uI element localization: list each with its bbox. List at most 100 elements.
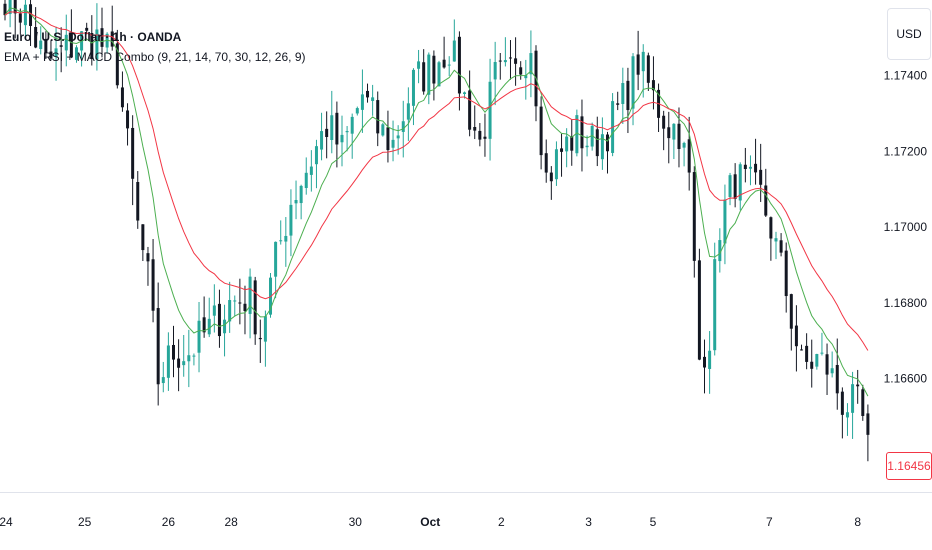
candle-body xyxy=(136,181,140,221)
candle-body xyxy=(519,67,523,75)
candle-body xyxy=(29,4,33,26)
y-tick-label: 1.17200 xyxy=(884,144,928,158)
candle-body xyxy=(406,103,410,120)
candle-body xyxy=(100,28,104,47)
currency-button[interactable]: USD xyxy=(887,8,931,60)
candle-body xyxy=(105,33,109,48)
candle-body xyxy=(350,116,354,134)
candle-body xyxy=(468,90,472,130)
candle-body xyxy=(851,384,855,413)
candle-body xyxy=(840,391,844,415)
candle-body xyxy=(708,350,712,369)
candle-body xyxy=(309,166,313,175)
candle-body xyxy=(447,64,451,66)
candle-body xyxy=(570,136,574,151)
candle-body xyxy=(861,389,865,416)
indicator-label[interactable]: EMA + RSI + MACD Combo (9, 21, 14, 70, 3… xyxy=(4,50,306,64)
candle-body xyxy=(723,199,727,244)
candle-body xyxy=(360,94,364,110)
candle-body xyxy=(621,83,625,104)
candle-body xyxy=(54,48,58,57)
candle-body xyxy=(69,33,73,58)
candle-body xyxy=(376,100,380,134)
candle-body xyxy=(554,149,558,180)
candle-body xyxy=(432,55,436,84)
candle-body xyxy=(248,276,252,314)
candle-body xyxy=(182,361,186,366)
candle-body xyxy=(187,355,191,362)
x-tick-label: 5 xyxy=(650,515,657,529)
candle-body xyxy=(289,204,293,236)
candle-body xyxy=(294,200,298,204)
candle-body xyxy=(616,103,620,105)
candle-body xyxy=(330,115,334,141)
candle-body xyxy=(738,164,742,201)
candle-body xyxy=(830,368,834,374)
candle-body xyxy=(764,185,768,216)
candle-body xyxy=(457,36,461,94)
y-tick-label: 1.16600 xyxy=(884,371,928,385)
candle-body xyxy=(141,224,145,251)
candle-body xyxy=(544,153,548,173)
candle-body xyxy=(539,106,543,156)
candle-body xyxy=(146,253,150,262)
candle-body xyxy=(314,146,318,165)
candle-body xyxy=(177,358,181,368)
candle-body xyxy=(217,303,221,337)
candle-body xyxy=(866,413,870,435)
candle-body xyxy=(427,54,431,95)
candle-body xyxy=(49,51,53,59)
candle-body xyxy=(667,127,671,139)
candle-body xyxy=(386,127,390,151)
candle-body xyxy=(651,80,655,91)
candle-body xyxy=(192,355,196,357)
candle-body xyxy=(529,53,533,75)
candle-body xyxy=(810,361,814,369)
candle-body xyxy=(682,142,686,148)
candle-body xyxy=(238,302,242,304)
candle-body xyxy=(166,345,170,378)
candle-body xyxy=(345,131,349,133)
candle-body xyxy=(560,148,564,152)
candle-body xyxy=(452,40,456,62)
candle-body xyxy=(478,130,482,140)
candle-body xyxy=(728,175,732,198)
candle-body xyxy=(212,305,216,316)
candle-body xyxy=(815,354,819,367)
candle-body xyxy=(233,300,237,302)
candle-body xyxy=(503,60,507,63)
candle-body xyxy=(253,280,257,335)
candle-body xyxy=(718,240,722,262)
candle-body xyxy=(524,75,528,79)
candle-body xyxy=(3,3,7,16)
candle-body xyxy=(223,319,227,334)
candle-body xyxy=(743,164,747,170)
candle-body xyxy=(748,166,752,169)
candle-body xyxy=(575,115,579,154)
symbol-title[interactable]: Euro / U.S. Dollar · 1h · OANDA xyxy=(4,30,182,44)
candle-body xyxy=(437,62,441,87)
x-tick-label: 3 xyxy=(585,515,592,529)
candle-body xyxy=(320,131,324,150)
candle-body xyxy=(355,108,359,114)
candle-body xyxy=(90,32,94,60)
y-tick-label: 1.17400 xyxy=(884,69,928,83)
candle-body xyxy=(789,294,793,329)
candle-body xyxy=(391,139,395,148)
candle-body xyxy=(279,240,283,242)
candle-body xyxy=(366,90,370,98)
candle-body xyxy=(74,47,78,60)
candle-body xyxy=(805,345,809,362)
x-tick-label: 7 xyxy=(766,515,773,529)
candle-body xyxy=(274,241,278,277)
x-tick-label: 26 xyxy=(162,515,176,529)
candle-body xyxy=(759,169,763,185)
x-tick-label: 2 xyxy=(498,515,505,529)
candle-body xyxy=(687,139,691,173)
candle-body xyxy=(779,240,783,253)
ema-line xyxy=(4,11,869,351)
last-price-tag: 1.16456 xyxy=(886,452,932,480)
x-tick-label: 28 xyxy=(225,515,239,529)
candle-body xyxy=(856,384,860,387)
